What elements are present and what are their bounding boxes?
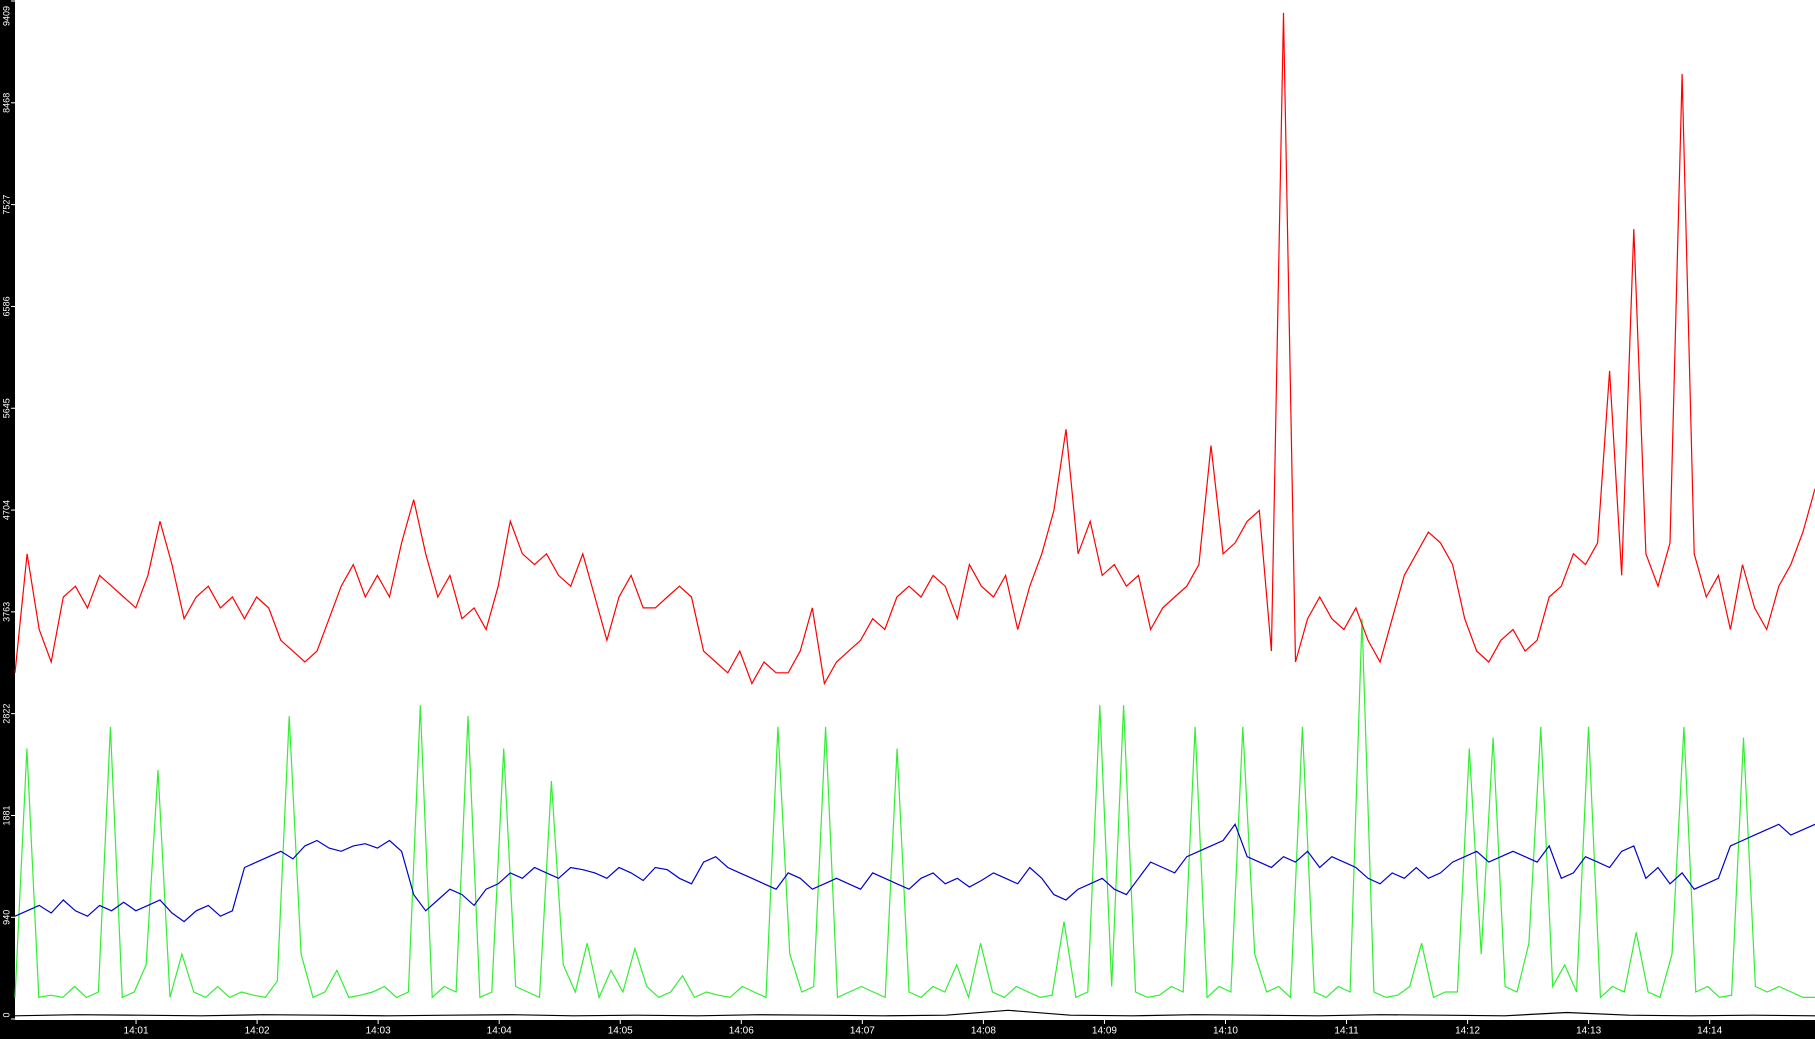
x-tick-label: 14:04 (487, 1026, 512, 1037)
y-tick-label: 9409 (1, 6, 11, 26)
y-tick-label: 7527 (1, 195, 11, 215)
y-tick-label: 3763 (1, 602, 11, 622)
y-tick-label: 5645 (1, 398, 11, 418)
x-axis-strip (0, 1020, 1815, 1039)
x-tick-label: 14:05 (608, 1026, 633, 1037)
series-line (14, 12, 1815, 686)
y-tick-label: 0 (1, 1012, 11, 1017)
series-line (14, 1009, 1815, 1017)
y-tick-label: 4704 (1, 500, 11, 520)
x-tick-label: 14:14 (1697, 1026, 1722, 1037)
x-tick-label: 14:13 (1576, 1026, 1601, 1037)
series-line (14, 823, 1815, 923)
x-tick-label: 14:01 (124, 1026, 149, 1037)
x-tick-label: 14:12 (1455, 1026, 1480, 1037)
x-tick-label: 14:07 (850, 1026, 875, 1037)
y-tick-label: 1881 (1, 805, 11, 825)
x-tick-label: 14:11 (1334, 1026, 1359, 1037)
x-tick-label: 14:08 (971, 1026, 996, 1037)
x-tick-label: 14:09 (1092, 1026, 1117, 1037)
y-tick-label: 8468 (1, 93, 11, 113)
x-tick-label: 14:10 (1213, 1026, 1238, 1037)
y-tick-label: 940 (1, 910, 11, 925)
x-tick-label: 14:06 (729, 1026, 754, 1037)
y-tick-label: 6586 (1, 296, 11, 316)
y-axis-strip (0, 0, 15, 1039)
series-line (14, 618, 1815, 1000)
y-tick-label: 2822 (1, 704, 11, 724)
x-tick-label: 14:03 (366, 1026, 391, 1037)
x-tick-label: 14:02 (245, 1026, 270, 1037)
